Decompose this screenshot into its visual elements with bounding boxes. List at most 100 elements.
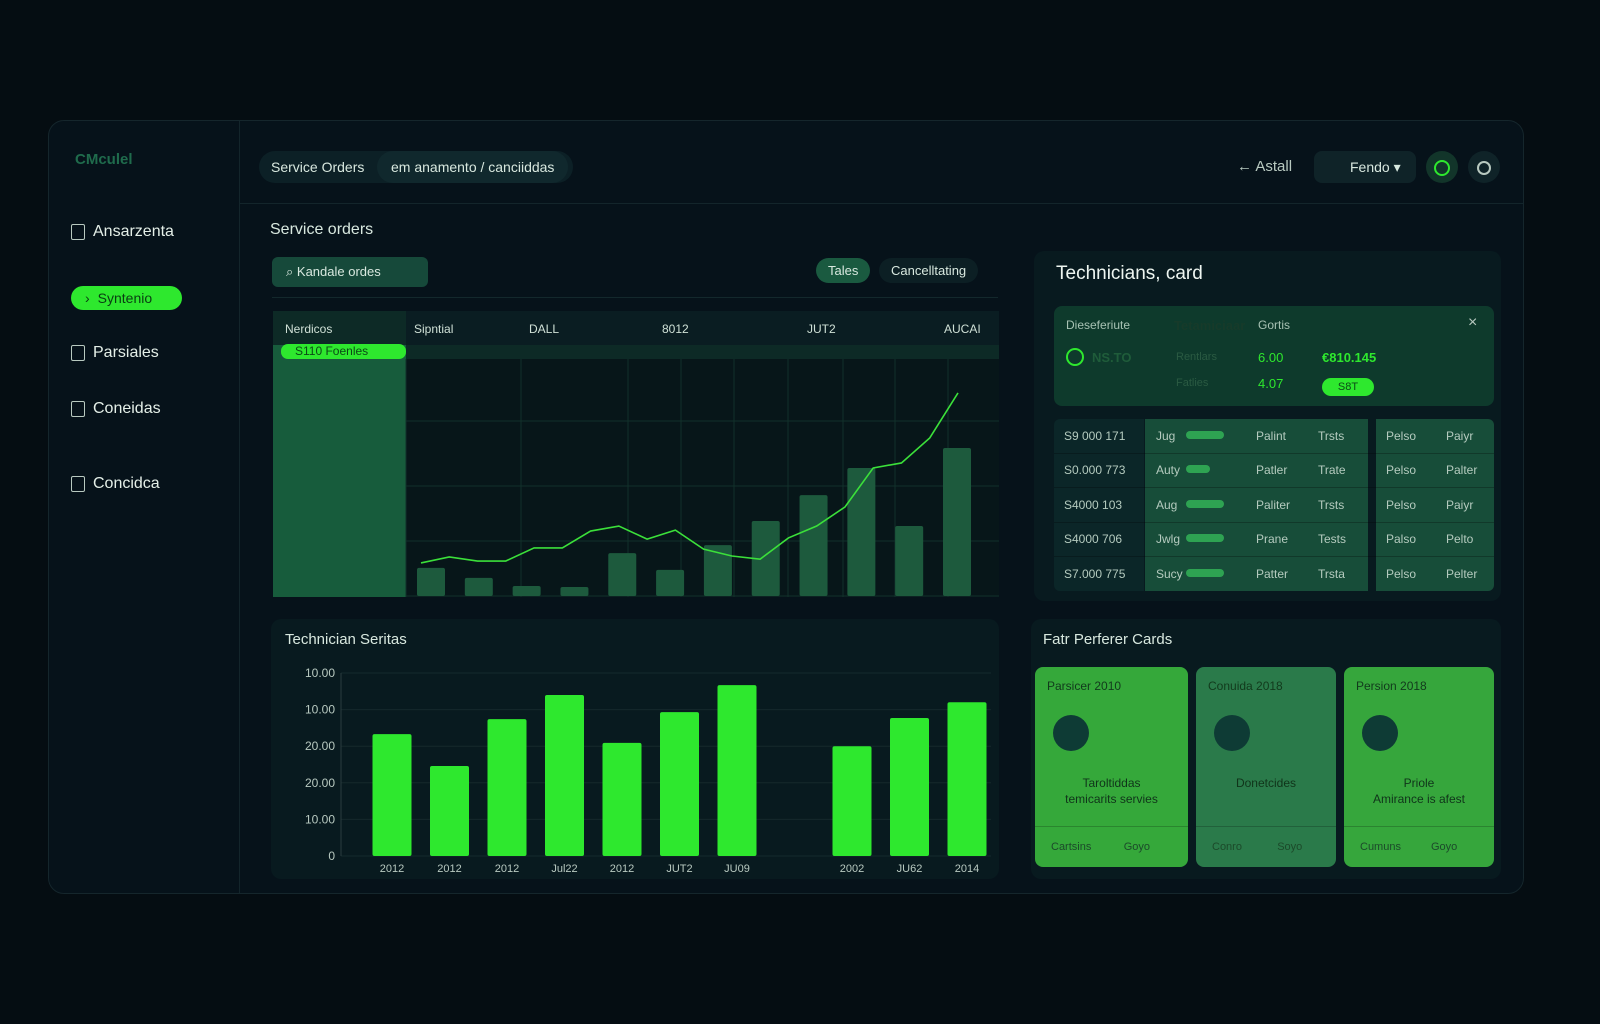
bar xyxy=(560,586,589,596)
close-button[interactable]: × xyxy=(1468,314,1478,331)
performer-card[interactable]: Persion 2018 Priole Amirance is afest Cumun… xyxy=(1344,667,1494,867)
x-tick-label: 2002 xyxy=(840,863,864,875)
sidebar: CMculel Ansarzenta › Syntenio Parsiales … xyxy=(49,121,240,893)
table-cell: Trsta xyxy=(1318,566,1345,581)
detail-title: Tetamiciaar xyxy=(1174,318,1246,333)
table-cell: Paiyr xyxy=(1446,497,1474,512)
bar xyxy=(947,702,987,856)
bar xyxy=(943,447,971,596)
x-tick-label: 2012 xyxy=(495,863,519,875)
bar xyxy=(660,712,699,856)
table-col xyxy=(1054,419,1144,591)
table-row: S4000 103 Aug Paliter Trsts Pelso Paiyr xyxy=(1054,488,1494,523)
tab[interactable]: Cancelltating xyxy=(879,258,979,283)
table-cell: Jwlg xyxy=(1156,532,1181,547)
settings-button[interactable] xyxy=(1468,151,1500,183)
column-label: Nerdicos xyxy=(285,322,332,336)
bar xyxy=(799,495,828,596)
technicians-card: Technicians, card Dieseferiute Tetamicia… xyxy=(1034,251,1501,601)
divider xyxy=(272,297,998,298)
x-tick-label: JU09 xyxy=(724,863,750,875)
table-cell: Pelso xyxy=(1386,566,1417,581)
nav-item[interactable]: Ansarzenta xyxy=(71,223,174,241)
performer-card[interactable]: Conuida 2018 Donetcides Conro Soyo xyxy=(1196,667,1336,867)
detail-tag: Gortis xyxy=(1258,318,1291,332)
bar xyxy=(512,586,541,596)
bar xyxy=(703,545,732,596)
x-tick-label: 2012 xyxy=(380,863,404,875)
detail-row-label: Fatlies xyxy=(1176,377,1209,389)
table-cell: Pelso xyxy=(1386,463,1417,478)
tab-active[interactable]: Tales xyxy=(816,258,871,283)
nav-item-active[interactable]: › Syntenio xyxy=(71,286,183,310)
table-cell: Pelso xyxy=(1386,429,1417,443)
detail-row-label: Rentlars xyxy=(1176,351,1217,363)
table-cell: Trsts xyxy=(1318,497,1345,512)
y-tick-label: 10.00 xyxy=(305,666,335,680)
nav-label: Parsiales xyxy=(93,344,159,361)
table-cell: Palint xyxy=(1256,429,1287,443)
card-title: Conuida 2018 xyxy=(1208,679,1283,693)
breadcrumb-item[interactable]: em anamento / canciiddas xyxy=(377,151,569,183)
card-title: Parsicer 2010 xyxy=(1047,679,1122,693)
back-button[interactable]: ← Astall xyxy=(1237,158,1293,175)
table-cell: S7.000 775 xyxy=(1064,566,1126,581)
y-tick-label: 10.00 xyxy=(305,812,335,826)
technician-table: S9 000 171 Jug Palint Trsts Pelso Paiyr S0.000… xyxy=(1054,419,1494,591)
footer-item: Goyo xyxy=(1123,841,1151,853)
user-button[interactable] xyxy=(1426,151,1458,183)
breadcrumb-item[interactable]: Service Orders xyxy=(271,159,365,175)
y-tick-label: 10.00 xyxy=(305,703,335,717)
table-cell: Pelter xyxy=(1446,566,1478,581)
avatar xyxy=(1362,715,1398,751)
table-cell: Tests xyxy=(1318,532,1347,547)
bar xyxy=(417,567,445,596)
table-cell: Aug xyxy=(1156,497,1178,512)
nav-label: Concidca xyxy=(93,475,160,492)
header-divider xyxy=(239,203,1523,204)
table-cell: S0.000 773 xyxy=(1064,463,1126,478)
x-tick-label: JUT2 xyxy=(666,863,692,875)
column-label: AUCAI xyxy=(944,322,981,336)
x-tick-label: 2012 xyxy=(437,863,461,875)
bar xyxy=(751,521,780,596)
table-cell: S4000 103 xyxy=(1064,497,1123,512)
nav-item[interactable]: Concidca xyxy=(71,475,160,493)
table-cell: Pelto xyxy=(1446,532,1474,547)
bar xyxy=(656,569,685,596)
nav-item[interactable]: Parsiales xyxy=(71,344,159,362)
bar xyxy=(717,685,757,856)
detail-row-value: 4.07 xyxy=(1258,376,1284,391)
bar xyxy=(890,718,929,856)
table-cell: Patter xyxy=(1256,566,1289,581)
bar xyxy=(847,467,876,596)
search-box[interactable]: ⌕ Kandale ordes xyxy=(272,257,428,287)
table-cell: Trsts xyxy=(1318,429,1345,443)
x-tick-label: 2012 xyxy=(610,863,634,875)
table-cell: Pelso xyxy=(1386,497,1417,512)
status: NS.TO xyxy=(1092,350,1132,365)
table-col xyxy=(1145,419,1368,591)
column-head xyxy=(273,311,406,345)
table-cell: Sucy xyxy=(1156,566,1183,581)
row-label: S110 Foenles xyxy=(295,344,368,358)
table-col xyxy=(1376,419,1494,591)
column-label: 8012 xyxy=(662,322,689,336)
bar xyxy=(608,553,637,596)
performer-card[interactable]: Parsicer 2010 Taroltiddas temicarits servi… xyxy=(1035,667,1188,867)
card-text: Priole Amirance is afest xyxy=(1344,775,1494,807)
detail-label: Dieseferiute xyxy=(1066,318,1131,332)
card-footer: Conro Soyo xyxy=(1196,826,1336,867)
avatar xyxy=(1053,715,1089,751)
logo: CMculel xyxy=(75,151,133,168)
table-cell: S4000 706 xyxy=(1064,532,1123,547)
nav-item[interactable]: Coneidas xyxy=(71,400,161,418)
breadcrumb: Service Orders em anamento / canciiddas xyxy=(259,151,573,183)
avatar xyxy=(1214,715,1250,751)
section-title: Service orders xyxy=(270,221,374,238)
y-tick-label: 20.00 xyxy=(305,739,335,753)
line xyxy=(420,392,959,564)
dropdown[interactable]: Fendo ▾ xyxy=(1314,151,1416,183)
bar xyxy=(430,765,469,856)
